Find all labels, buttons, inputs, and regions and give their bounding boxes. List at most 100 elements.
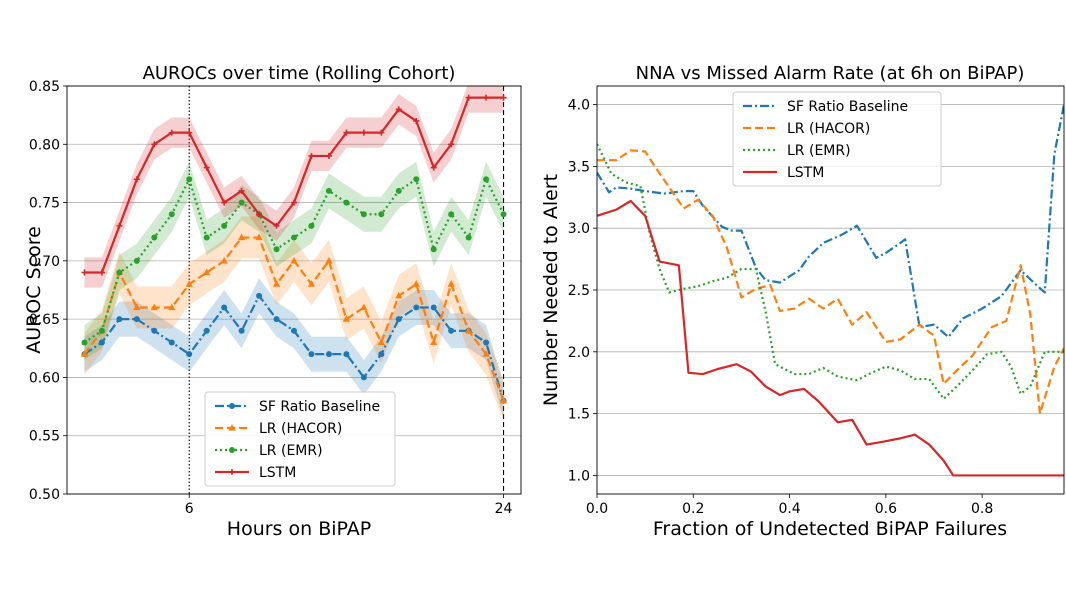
data-point — [413, 304, 420, 311]
legend-item: LR (EMR) — [743, 143, 851, 159]
data-point — [360, 374, 367, 381]
legend-marker — [229, 403, 235, 409]
data-point — [133, 303, 141, 311]
data-point — [500, 94, 507, 101]
data-point — [465, 94, 472, 101]
legend-item: LR (HACOR) — [743, 121, 870, 137]
data-point — [307, 280, 316, 287]
data-point — [325, 256, 333, 264]
data-point — [430, 304, 437, 311]
data-point — [291, 234, 297, 241]
data-point — [273, 316, 280, 323]
data-point — [116, 222, 123, 229]
axes-frame — [66, 85, 522, 495]
data-point — [483, 339, 490, 346]
data-point — [360, 211, 367, 218]
data-point — [325, 152, 332, 159]
plot-area — [597, 104, 1064, 477]
data-point — [81, 269, 88, 276]
series-line — [597, 199, 1064, 477]
data-point — [448, 327, 455, 334]
data-point — [413, 176, 420, 183]
y-tick-label: 0.65 — [29, 312, 60, 328]
data-point — [483, 94, 490, 101]
legend-label: LR (HACOR) — [259, 421, 342, 437]
legend: SF Ratio Baseline LR (HACOR) LR (EMR) LSTM — [732, 91, 942, 187]
x-axis-label: Fraction of Undetected BiPAP Failures — [653, 518, 1007, 540]
data-point — [150, 303, 158, 311]
confidence-band — [84, 86, 504, 288]
data-point — [360, 303, 368, 311]
data-point — [395, 106, 402, 113]
data-point — [151, 327, 158, 334]
y-tick-label: 0.80 — [29, 137, 60, 153]
y-tick-label: 0.55 — [29, 429, 60, 445]
plot-area — [80, 86, 508, 422]
data-point — [203, 268, 211, 276]
data-point — [221, 304, 228, 311]
confidence-band — [84, 278, 504, 419]
x-tick-label: 0.4 — [778, 501, 800, 517]
data-point — [430, 338, 438, 346]
series-line — [597, 149, 1064, 415]
series-line — [597, 104, 1064, 339]
data-point — [465, 326, 473, 334]
data-point — [483, 176, 490, 183]
legend-label: LR (EMR) — [259, 443, 323, 459]
x-axis-label: Hours on BiPAP — [227, 518, 371, 540]
data-point — [186, 129, 193, 136]
chart-title: NNA vs Missed Alarm Rate (at 6h on BiPAP… — [636, 63, 1025, 84]
data-point — [221, 222, 228, 229]
data-point — [447, 280, 455, 287]
data-point — [308, 351, 315, 358]
data-point — [378, 129, 385, 136]
data-point — [186, 176, 193, 183]
data-point — [256, 292, 263, 299]
y-axis-label: Number Needed to Alert — [540, 174, 562, 406]
x-tick-label: 6 — [185, 501, 194, 517]
legend-box — [204, 391, 396, 487]
data-point — [98, 269, 105, 276]
confidence-band — [84, 216, 504, 422]
data-point — [291, 199, 297, 206]
data-point — [377, 338, 385, 346]
data-point — [133, 176, 140, 183]
legend-marker — [229, 469, 235, 475]
data-point — [238, 233, 246, 241]
y-tick-label: 0.85 — [29, 79, 60, 95]
data-point — [413, 117, 420, 124]
data-point — [238, 327, 245, 334]
data-point — [412, 280, 420, 287]
x-tick-label: 0.8 — [971, 501, 993, 517]
legend-marker — [229, 447, 235, 453]
legend-item: SF Ratio Baseline — [743, 99, 908, 115]
data-point — [168, 339, 175, 346]
y-tick-label: 0.75 — [29, 196, 60, 212]
data-point — [290, 256, 298, 264]
x-tick-label: 24 — [495, 501, 513, 517]
data-point — [395, 187, 402, 194]
data-point — [133, 316, 140, 323]
data-point — [500, 211, 507, 218]
data-point — [430, 164, 437, 171]
y-tick-label: 0.70 — [29, 254, 60, 270]
legend-box — [732, 91, 942, 187]
series-line — [597, 143, 1064, 400]
data-point — [203, 327, 210, 334]
data-point — [291, 327, 297, 334]
nna-vs-missed-alarm-chart: 1.0 1.5 2.0 2.5 3.0 3.5 4.0 0.0 0.2 0.4 0.6 0.8 NNA … — [540, 63, 1065, 540]
data-point — [395, 316, 402, 323]
data-point — [395, 291, 403, 299]
data-point — [272, 280, 281, 287]
data-point — [273, 222, 280, 229]
legend-label: LR (HACOR) — [787, 121, 870, 137]
legend-label: LR (EMR) — [787, 143, 851, 159]
x-tick-label: 0.0 — [586, 501, 608, 517]
y-tick-label: 1.5 — [568, 407, 590, 423]
legend-label: LSTM — [787, 165, 824, 181]
data-point — [430, 246, 437, 253]
y-tick-label: 3.5 — [568, 159, 590, 175]
data-point — [203, 234, 210, 241]
legend-label: SF Ratio Baseline — [787, 99, 908, 115]
